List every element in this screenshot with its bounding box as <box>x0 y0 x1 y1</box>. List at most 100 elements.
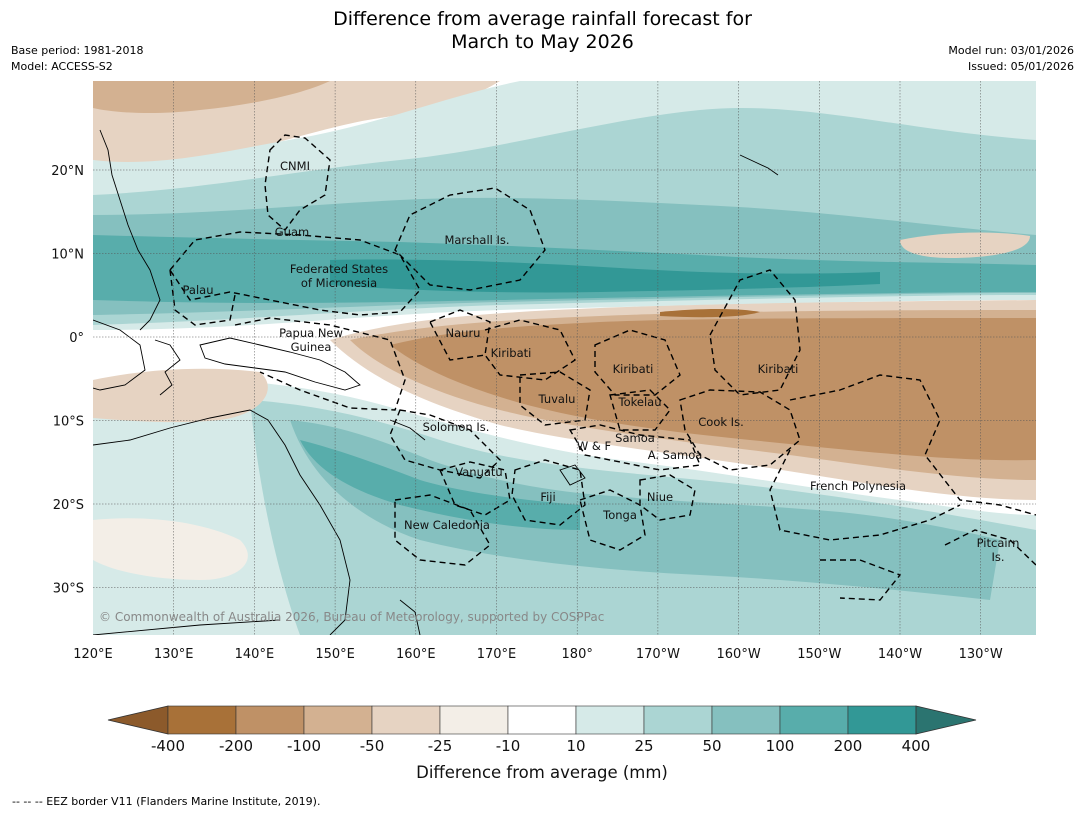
field-wet-south-core <box>300 440 580 530</box>
colorbar-swatch <box>711 705 781 735</box>
coast-fiji <box>559 464 586 486</box>
label-guam: Guam <box>275 225 309 239</box>
colorbar-tick-label: 400 <box>902 737 931 755</box>
label-nauru: Nauru <box>446 326 481 340</box>
label-kiribati-central: Kiribati <box>613 362 654 376</box>
longitude-label: 170°W <box>636 647 680 662</box>
colorbar-tick-label: 200 <box>834 737 863 755</box>
label-solomon-is: Solomon Is. <box>423 420 490 434</box>
colorbar-swatch <box>847 705 917 735</box>
eez-vanuatu <box>439 461 511 516</box>
colorbar-swatch <box>439 705 509 735</box>
longitude-label: 180° <box>562 647 593 662</box>
colorbar-tick-label: 10 <box>566 737 585 755</box>
colorbar-tick-label: -400 <box>151 737 185 755</box>
label-cook-is: Cook Is. <box>698 415 743 429</box>
field-dry-east-north <box>900 232 1030 258</box>
label-french-polynesia: French Polynesia <box>810 479 906 493</box>
label-kiribati-west: Kiribati <box>491 346 532 360</box>
eez-nauru <box>429 309 491 361</box>
longitude-label: 160°W <box>717 647 761 662</box>
label-marshall-is: Marshall Is. <box>444 233 509 247</box>
eez-french-polynesia <box>769 374 1036 541</box>
colorbar-swatch <box>235 705 305 735</box>
colorbar-tick-label: -200 <box>219 737 253 755</box>
label-samoa: Samoa <box>615 431 655 445</box>
latitude-labels: 20°N 10°N 0° 10°S 20°S 30°S <box>51 164 84 597</box>
eez-kiribati-e <box>709 269 801 396</box>
colorbar-swatch <box>779 705 849 735</box>
colorbar-tick-label: -50 <box>360 737 385 755</box>
colorbar-swatch <box>575 705 645 735</box>
label-fsm-line1: Federated States <box>290 262 388 276</box>
colorbar-tick-label: -10 <box>496 737 521 755</box>
colorbar-title: Difference from average (mm) <box>416 763 668 782</box>
longitude-label: 130°W <box>959 647 1003 662</box>
longitude-label: 140°E <box>235 647 275 662</box>
longitude-label: 170°E <box>477 647 517 662</box>
label-tuvalu: Tuvalu <box>538 392 576 406</box>
coast-australia <box>93 409 351 635</box>
eez-footnote: -- -- -- EEZ border V11 (Flanders Marine… <box>12 795 321 808</box>
eez-samoa-wf <box>568 424 701 471</box>
longitude-labels: 120°E 130°E 140°E 150°E 160°E 170°E 180° 170°W 1… <box>73 647 1003 662</box>
label-fiji: Fiji <box>540 490 555 504</box>
eez-marshall <box>394 187 546 291</box>
eez-tonga <box>579 489 646 551</box>
eez-new-caledonia <box>394 494 491 566</box>
label-png-line1: Papua New <box>279 326 343 340</box>
coast-new-zealand <box>399 599 421 635</box>
rainfall-field <box>93 81 1036 635</box>
eez-pitcairn <box>944 529 1036 566</box>
label-wallis-futuna: W & F <box>577 439 611 453</box>
label-pitcairn-line1: Pitcairn <box>977 536 1020 550</box>
label-tonga: Tonga <box>602 508 637 522</box>
label-american-samoa: A. Samoa <box>648 448 703 462</box>
latitude-label: 10°N <box>51 248 84 263</box>
label-vanuatu: Vanuatu <box>455 465 502 479</box>
label-pitcairn-line2: Is. <box>991 550 1004 564</box>
eez-kiribati-c <box>594 329 681 396</box>
model-name: Model: ACCESS-S2 <box>11 60 113 73</box>
colorbar-tick-label: -100 <box>287 737 321 755</box>
eez-cnmi <box>264 134 331 232</box>
colorbar-swatch <box>643 705 713 735</box>
field-dry-equator-peak <box>660 309 760 318</box>
colorbar <box>107 705 977 735</box>
eez-niue <box>639 474 696 521</box>
colorbar-tick-label: 50 <box>702 737 721 755</box>
latitude-label: 10°S <box>53 415 84 430</box>
gridlines <box>93 81 1036 635</box>
longitude-label: 120°E <box>73 647 113 662</box>
field-dry-north-core <box>93 81 330 114</box>
colorbar-swatch <box>167 705 237 735</box>
label-kiribati-east: Kiribati <box>758 362 799 376</box>
latitude-label: 20°S <box>53 498 84 513</box>
field-wet-south-inner <box>290 420 1000 600</box>
label-fsm-line2: of Micronesia <box>301 276 377 290</box>
label-new-caledonia: New Caledonia <box>404 518 490 532</box>
colorbar-swatch <box>371 705 441 735</box>
latitude-label: 30°S <box>53 582 84 597</box>
eez-palau <box>169 269 236 326</box>
colorbar-tick-label: 100 <box>766 737 795 755</box>
eez-borders <box>169 134 1036 601</box>
label-palau: Palau <box>183 283 214 297</box>
eez-south <box>820 559 902 601</box>
region-labels: CNMI Guam Marshall Is. Federated States … <box>183 159 1020 564</box>
copyright-notice: © Commonwealth of Australia 2026, Bureau… <box>99 610 604 624</box>
model-run: Model run: 03/01/2026 <box>948 44 1074 57</box>
label-niue: Niue <box>647 490 673 504</box>
colorbar-swatch <box>507 705 577 735</box>
colorbar-swatch <box>303 705 373 735</box>
label-cnmi: CNMI <box>280 159 310 173</box>
longitude-label: 130°E <box>154 647 194 662</box>
field-dry-equator-core <box>390 318 1036 461</box>
coast-new-guinea <box>199 337 361 391</box>
eez-tokelau <box>609 389 671 431</box>
colorbar-extend-low <box>107 705 169 735</box>
field-wet-north-peak <box>330 259 880 293</box>
base-period: Base period: 1981-2018 <box>11 44 144 57</box>
latitude-label: 0° <box>69 331 84 346</box>
title-line-1: Difference from average rainfall forecas… <box>333 8 752 30</box>
